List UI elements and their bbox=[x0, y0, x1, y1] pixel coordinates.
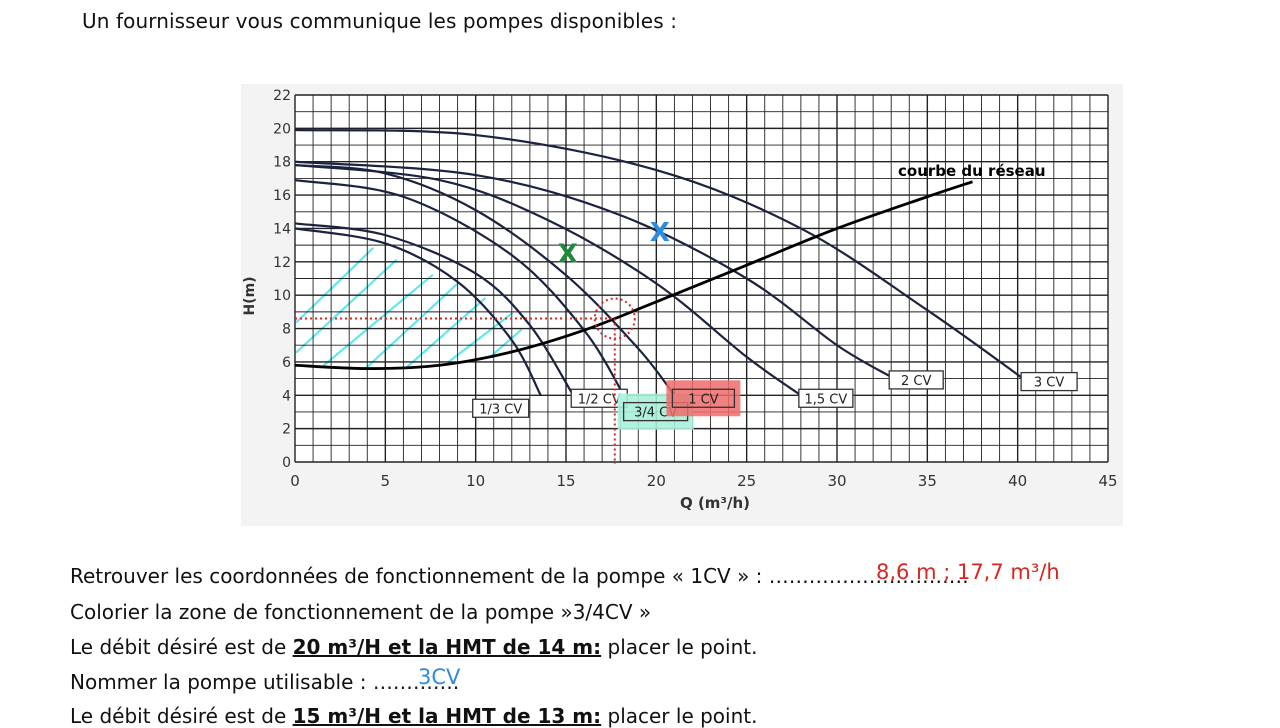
question-5: Le débit désiré est de 15 m³/H et la HMT… bbox=[70, 704, 757, 728]
x-tick-label: 5 bbox=[381, 472, 391, 490]
pump-chart-svg: 1/3 CV1/2 CV3/4 CV1 CV 1,5 CV2 CV 3 CVcour… bbox=[242, 88, 1118, 512]
zone-hatch-line bbox=[447, 312, 513, 364]
point-mark-green: X bbox=[558, 239, 578, 269]
y-tick-label: 6 bbox=[282, 355, 291, 371]
question-4-dots: …………. bbox=[372, 670, 460, 694]
y-tick-label: 12 bbox=[273, 255, 291, 271]
question-3-prefix: Le débit désiré est de bbox=[70, 635, 293, 659]
x-axis-label: Q (m³/h) bbox=[680, 494, 750, 512]
zone-hatch-line bbox=[295, 247, 374, 323]
answer-2: 3CV bbox=[418, 665, 461, 689]
pump-label-highlight bbox=[666, 380, 741, 417]
pump-curve-label: 1,5 CV bbox=[804, 392, 847, 407]
point-mark-blue: X bbox=[650, 218, 670, 248]
x-tick-label: 45 bbox=[1098, 472, 1117, 490]
question-3-bold: 20 m³/H et la HMT de 14 m: bbox=[292, 635, 602, 659]
pump-curve-label: 2 CV bbox=[901, 374, 931, 389]
pump-curve bbox=[295, 128, 1024, 380]
pump-label-box bbox=[671, 388, 736, 408]
question-2: Colorier la zone de fonctionnement de la… bbox=[70, 600, 652, 624]
question-1-dots: ………………………… bbox=[768, 564, 969, 588]
pump-curve bbox=[295, 222, 575, 396]
question-4-text: Nommer la pompe utilisable : bbox=[70, 670, 367, 694]
pump-chart: 1/3 CV 1/2 CV 3/4 CV 1 CV 1,5 CV 2 CV 3 CV cour… bbox=[241, 84, 1123, 526]
zone-hatch-line bbox=[489, 329, 522, 359]
x-tick-label: 10 bbox=[466, 472, 485, 490]
network-curve-label: courbe du réseau bbox=[898, 162, 1046, 180]
question-5-bold: 15 m³/H et la HMT de 13 m: bbox=[292, 704, 602, 728]
question-5-prefix: Le débit désiré est de bbox=[70, 704, 293, 728]
x-tick-label: 40 bbox=[1008, 472, 1027, 490]
zone-hatch-line bbox=[366, 282, 459, 369]
zone-hatch-line bbox=[322, 274, 434, 367]
question-4: Nommer la pompe utilisable : …………. bbox=[70, 670, 459, 694]
zone-hatch-line bbox=[405, 297, 486, 369]
pump-label-box bbox=[798, 388, 854, 408]
y-tick-label: 22 bbox=[273, 88, 291, 104]
question-1-text: Retrouver les coordonnées de fonctionnem… bbox=[70, 564, 763, 588]
pump-curve-label: 3 CV bbox=[1034, 376, 1064, 391]
pump-curve-label: 1/2 CV bbox=[578, 392, 621, 407]
pump-curve bbox=[295, 178, 627, 400]
y-tick-label: 0 bbox=[282, 455, 291, 471]
pump-label-box bbox=[1020, 371, 1078, 392]
pump-label-box bbox=[472, 398, 530, 418]
question-3-suffix: placer le point. bbox=[601, 635, 758, 659]
x-tick-label: 20 bbox=[647, 472, 666, 490]
y-tick-label: 4 bbox=[282, 388, 291, 404]
intro-text: Un fournisseur vous communique les pompe… bbox=[82, 9, 678, 33]
operating-point-circle bbox=[593, 297, 636, 340]
y-tick-label: 20 bbox=[273, 121, 291, 137]
y-tick-label: 10 bbox=[273, 288, 291, 304]
pump-curve-label: 1/3 CV bbox=[479, 402, 522, 417]
y-tick-label: 2 bbox=[282, 422, 291, 438]
pump-label-box bbox=[888, 370, 944, 390]
answer-1: 8,6 m ; 17,7 m³/h bbox=[876, 560, 1060, 584]
y-axis-label: H(m) bbox=[242, 276, 258, 315]
pump-curve bbox=[295, 227, 542, 396]
y-tick-label: 8 bbox=[282, 322, 291, 338]
question-1: Retrouver les coordonnées de fonctionnem… bbox=[70, 564, 969, 588]
x-tick-label: 0 bbox=[290, 472, 300, 490]
x-tick-label: 15 bbox=[556, 472, 575, 490]
question-3: Le débit désiré est de 20 m³/H et la HMT… bbox=[70, 635, 757, 659]
x-tick-label: 25 bbox=[737, 472, 756, 490]
x-tick-label: 30 bbox=[827, 472, 846, 490]
pump-curve bbox=[295, 160, 892, 378]
question-5-suffix: placer le point. bbox=[601, 704, 758, 728]
x-tick-label: 35 bbox=[918, 472, 937, 490]
y-tick-label: 14 bbox=[273, 221, 291, 237]
pump-curve bbox=[295, 163, 802, 397]
pump-curve-label: 1 CV bbox=[688, 392, 718, 407]
network-curve bbox=[295, 180, 973, 370]
y-tick-label: 16 bbox=[273, 188, 291, 204]
y-tick-label: 18 bbox=[273, 155, 291, 171]
